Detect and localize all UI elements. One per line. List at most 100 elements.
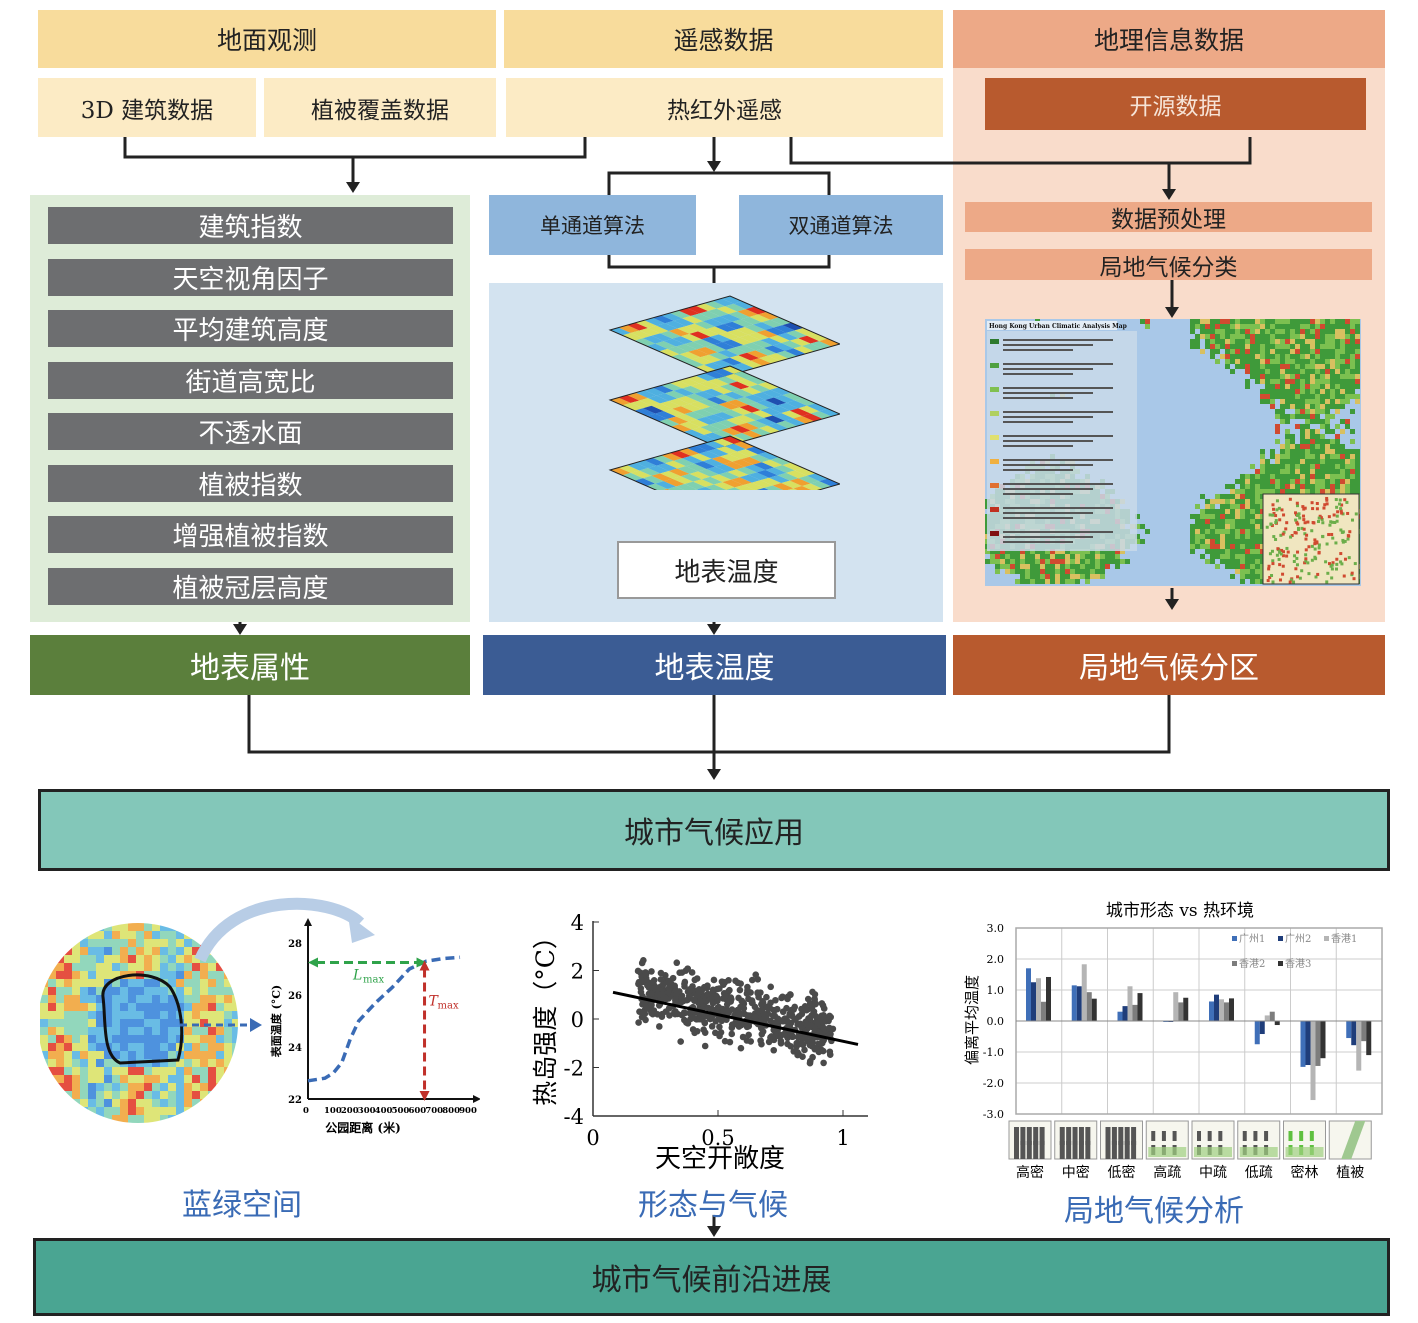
category-label: 中疏 [1199,1165,1227,1181]
scatter-point [690,1014,697,1022]
scatter-point [693,975,701,982]
bar [1264,1015,1270,1021]
svg-text:香港2: 香港2 [1239,958,1265,970]
park-heat-map [40,923,238,1123]
scatter-point [662,1008,670,1015]
scatter-point [681,983,688,990]
scatter-point [744,1012,751,1019]
y-tick-label: 22 [288,1095,302,1106]
bar [1366,1021,1372,1056]
scatter-point [691,1029,698,1037]
scatter-point [658,1013,666,1020]
scatter-point [672,996,679,1004]
scatter-point [720,989,728,997]
scatter-point [734,1007,742,1014]
category-label: 密林 [1291,1164,1319,1181]
y-tick-label: 26 [288,991,302,1002]
x-tick-label: 1 [836,1126,849,1150]
scatter-point [784,995,791,1003]
x-tick-label: 700 [425,1106,443,1116]
y-tick-label: 1.0 [987,984,1005,997]
map-title: Hong Kong Urban Climatic Analysis Map [989,323,1127,330]
bar [1046,976,1051,1021]
y-tick-label: -2 [564,1057,584,1081]
y-tick-label: 28 [288,939,302,950]
scatter-point [721,979,729,986]
bar [1041,1001,1046,1021]
split-window-algorithm: 双通道算法 [739,195,943,255]
scatter-point [664,979,672,986]
scatter-point [784,1040,791,1048]
scatter-point [669,974,677,982]
bar [1224,1002,1229,1021]
scatter-point [812,1012,820,1020]
y-tick-label: -2.0 [983,1077,1004,1090]
scatter-point [697,997,704,1005]
scatter-point [738,997,746,1005]
scatter-point [648,1001,655,1009]
scatter-point [768,1033,775,1040]
scatter-point [826,1051,834,1058]
scatter-point [648,1009,655,1017]
remote-sensing-header: 遥感数据 [504,10,943,68]
legend-item: 广州1 [1232,933,1265,945]
index-item: 建筑指数 [48,207,453,244]
bar [1361,1021,1367,1042]
scatter-point [688,969,696,976]
scatter-point [708,1005,715,1013]
ground-observation-header: 地面观测 [38,10,496,68]
scatter-point [697,987,704,994]
scatter-point [725,998,732,1005]
scatter-point [749,999,756,1007]
scatter-point [687,986,694,993]
y-tick-label: 0.0 [987,1015,1005,1028]
scatter-point [641,971,649,979]
label-lcz-analysis: 局地气候分析 [1064,1194,1244,1229]
index-item: 街道高宽比 [48,361,453,399]
scatter-point [638,977,646,984]
scatter-point [791,1003,799,1011]
surface-temperature-header: 地表温度 [483,635,946,695]
category-label: 低疏 [1245,1165,1273,1181]
x-axis-label: 天空开敞度 [655,1144,785,1174]
scatter-point [709,986,717,994]
scatter-point [659,981,667,989]
scatter-point [748,976,756,984]
bar [1173,992,1179,1021]
scatter-point [685,992,693,1000]
scatter-point [635,1019,642,1026]
scatter-point [787,1019,795,1027]
bar [1031,982,1036,1021]
lst-map-layer [608,295,840,379]
bar [1091,998,1097,1021]
scatter-point [708,1023,716,1030]
curved-arrow-icon [194,897,365,963]
scatter-point [770,1007,778,1015]
geo-data-header: 地理信息数据 [953,10,1385,68]
bar [1086,992,1092,1021]
y-tick-label: 2 [571,960,584,984]
bar [1026,968,1031,1021]
scatter-point [770,1046,778,1054]
tmax-label: T [429,993,440,1009]
lcz-thumbnail [1054,1120,1098,1160]
lcz-thumbnail [1008,1120,1052,1160]
scatter-point [745,1031,752,1039]
label-blue-green-space: 蓝绿空间 [182,1188,302,1223]
bar [1132,1004,1138,1021]
scatter-point [798,1005,805,1013]
scatter-point [676,969,683,976]
index-item: 不透水面 [48,413,453,450]
scatter-point [754,976,762,983]
scatter-point [812,1000,820,1008]
x-tick-label: 400 [375,1106,393,1116]
bar [1127,986,1133,1021]
x-tick-label: 300 [358,1106,376,1116]
scatter-point [763,1004,771,1011]
blue-green-space-figure: 22 24 26 28 0 100 200 300 400 500 600 700 800 900 公园距离… [40,897,480,1135]
svg-text:香港1: 香港1 [1331,933,1357,945]
scatter-point [820,1024,828,1032]
scatter-point [754,1007,762,1014]
bar [1219,999,1224,1021]
